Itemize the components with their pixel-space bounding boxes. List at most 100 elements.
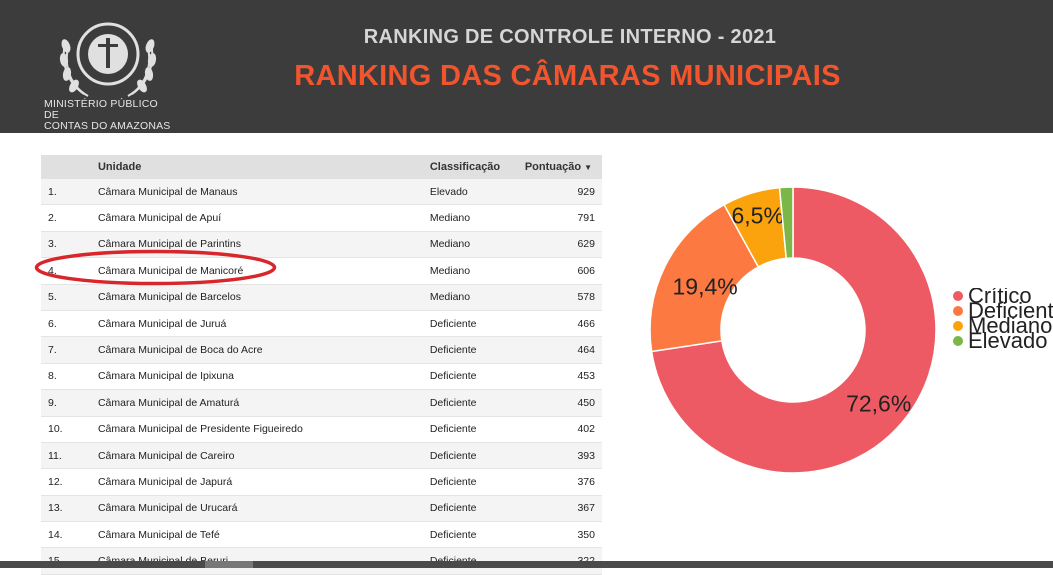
row-pontuacao: 929: [524, 179, 602, 206]
row-unidade: Câmara Municipal de Tefé: [97, 521, 430, 549]
legend-label: Crítico: [968, 288, 1032, 308]
row-number: 3.: [41, 231, 98, 259]
donut-slice-elevado[interactable]: [778, 186, 794, 260]
row-unidade: Câmara Municipal de Presidente Figueired…: [97, 416, 430, 443]
legend-dot-icon: [953, 320, 963, 331]
donut-label-deficiente: 19,4%: [673, 274, 738, 300]
table-row[interactable]: 6. Câmara Municipal de Juruá Deficiente 466: [41, 310, 602, 338]
row-classificacao: Mediano: [429, 257, 525, 285]
table-row[interactable]: 13. Câmara Municipal de Urucará Deficiente…: [41, 495, 602, 523]
row-pontuacao: 402: [524, 416, 602, 443]
legend-label: Deficiente: [968, 298, 1053, 323]
page-subtitle: RANKING DAS CÂMARAS MUNICIPAIS: [294, 60, 841, 92]
row-unidade: Câmara Municipal de Urucará: [97, 495, 430, 523]
table-row[interactable]: 8. Câmara Municipal de Ipixuna Deficiente 4…: [41, 363, 602, 391]
row-unidade: Câmara Municipal de Manaus: [97, 179, 430, 206]
table-row[interactable]: 5. Câmara Municipal de Barcelos Mediano 578: [41, 284, 602, 311]
table-row[interactable]: 2. Câmara Municipal de Apuí Mediano 791: [41, 204, 602, 232]
table-row[interactable]: 11. Câmara Municipal de Careiro Deficiente…: [41, 442, 602, 470]
legend-label: Elevado: [968, 328, 1048, 349]
sort-descending-icon[interactable]: ▼: [584, 163, 592, 172]
row-pontuacao: 350: [524, 521, 602, 549]
row-unidade: Câmara Municipal de Parintins: [97, 231, 430, 259]
table-row[interactable]: 10. Câmara Municipal de Presidente Figuei…: [41, 416, 602, 443]
column-header-number: [41, 155, 98, 179]
row-unidade: Câmara Municipal de Amaturá: [97, 389, 430, 417]
row-number: 1.: [41, 179, 98, 206]
logo-text: MINISTÉRIO PÚBLICO DE CONTAS DO AMAZONAS: [44, 99, 174, 132]
row-number: 6.: [41, 310, 98, 338]
ranking-table: Unidade Classificação Pontuação ▼ 1. Câmar…: [41, 155, 602, 575]
row-pontuacao: 578: [524, 284, 602, 311]
column-header-classificacao[interactable]: Classificação: [429, 155, 525, 179]
row-unidade: Câmara Municipal de Boca do Acre: [97, 336, 430, 364]
row-unidade: Câmara Municipal de Careiro: [97, 442, 430, 470]
row-classificacao: Deficiente: [429, 468, 525, 496]
legend-dot-icon: [953, 305, 963, 316]
legend-dot-icon: [953, 335, 963, 346]
row-number: 12.: [41, 468, 98, 496]
row-classificacao: Elevado: [429, 179, 525, 206]
row-number: 11.: [41, 442, 98, 470]
row-number: 9.: [41, 389, 98, 417]
legend-item-crítico[interactable]: Crítico: [953, 288, 1053, 308]
column-header-unidade[interactable]: Unidade: [97, 155, 430, 179]
horizontal-scrollbar[interactable]: [0, 561, 1053, 568]
row-number: 7.: [41, 336, 98, 364]
scrollbar-thumb[interactable]: [205, 561, 253, 568]
chart-legend: CríticoDeficienteMedianoElevado: [953, 288, 1053, 348]
legend-item-mediano[interactable]: Mediano: [953, 313, 1053, 338]
row-number: 2.: [41, 204, 98, 232]
legend-item-elevado[interactable]: Elevado: [953, 328, 1053, 349]
row-pontuacao: 791: [524, 204, 602, 232]
logo-text-line2: CONTAS DO AMAZONAS: [44, 120, 171, 132]
row-classificacao: Mediano: [429, 231, 525, 259]
donut-slice-deficiente[interactable]: [649, 203, 760, 353]
row-number: 8.: [41, 363, 98, 391]
donut-slice-crítico[interactable]: [650, 186, 937, 474]
row-number: 13.: [41, 495, 98, 523]
row-classificacao: Deficiente: [429, 495, 525, 523]
table-row[interactable]: 3. Câmara Municipal de Parintins Mediano 62…: [41, 231, 602, 259]
row-pontuacao: 393: [524, 442, 602, 470]
row-classificacao: Deficiente: [429, 442, 525, 470]
column-header-unidade-label: Unidade: [97, 161, 142, 173]
table-row[interactable]: 14. Câmara Municipal de Tefé Deficiente 350: [41, 521, 602, 549]
column-header-pontuacao[interactable]: Pontuação ▼: [524, 155, 602, 179]
row-number: 5.: [41, 284, 98, 311]
row-pontuacao: 464: [524, 336, 602, 364]
table-row[interactable]: 9. Câmara Municipal de Amaturá Deficiente 4…: [41, 389, 602, 417]
row-pontuacao: 453: [524, 363, 602, 391]
row-classificacao: Deficiente: [429, 363, 525, 391]
row-pontuacao: 466: [524, 310, 602, 338]
row-classificacao: Deficiente: [429, 310, 525, 338]
table-body: 1. Câmara Municipal de Manaus Elevado 929 2.…: [41, 179, 602, 575]
column-header-pontuacao-label: Pontuação: [524, 161, 582, 173]
row-classificacao: Deficiente: [429, 389, 525, 417]
legend-dot-icon: [953, 290, 963, 301]
row-number: 14.: [41, 521, 98, 549]
legend-item-deficiente[interactable]: Deficiente: [953, 298, 1053, 323]
donut-label-crítico: 72,6%: [846, 391, 911, 417]
row-classificacao: Mediano: [429, 204, 525, 232]
row-pontuacao: 450: [524, 389, 602, 417]
row-classificacao: Deficiente: [429, 521, 525, 549]
row-classificacao: Deficiente: [429, 336, 525, 364]
table-row[interactable]: 12. Câmara Municipal de Japurá Deficiente 3…: [41, 468, 602, 496]
table-header-row: Unidade Classificação Pontuação ▼: [41, 155, 602, 179]
row-pontuacao: 606: [524, 257, 602, 285]
logo-text-line1: MINISTÉRIO PÚBLICO DE: [44, 98, 158, 121]
table-row[interactable]: 7. Câmara Municipal de Boca do Acre Defici…: [41, 336, 602, 364]
highlight-ellipse-annotation: [34, 249, 277, 286]
row-unidade: Câmara Municipal de Ipixuna: [97, 363, 430, 391]
legend-label: Mediano: [968, 313, 1053, 338]
donut-label-mediano: 6,5%: [731, 202, 783, 228]
column-header-classificacao-label: Classificação: [429, 161, 501, 173]
row-pontuacao: 629: [524, 231, 602, 259]
row-classificacao: Deficiente: [429, 416, 525, 443]
header-bar: MINISTÉRIO PÚBLICO DE CONTAS DO AMAZONAS…: [0, 0, 1053, 133]
table-row[interactable]: 1. Câmara Municipal de Manaus Elevado 929: [41, 179, 602, 206]
classification-donut-chart: 72,6% 19,4% 6,5%: [649, 186, 937, 474]
row-number: 10.: [41, 416, 98, 443]
row-unidade: Câmara Municipal de Juruá: [97, 310, 430, 338]
